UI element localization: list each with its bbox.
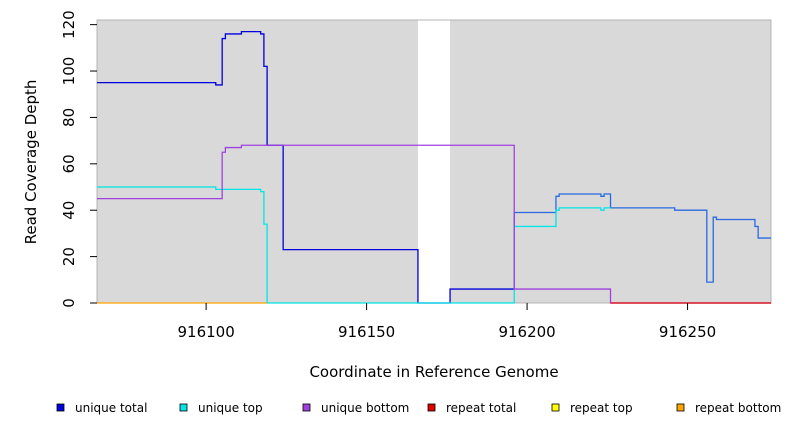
legend-swatch: [179, 403, 188, 412]
y-axis: 0 20 40 60 80 100 120: [60, 10, 97, 308]
series-line-unique-total-1: [97, 30, 515, 304]
legend-label: unique top: [198, 401, 263, 415]
legend-label: repeat total: [446, 401, 516, 415]
legend-item-unique-total: unique total: [56, 401, 147, 415]
legend-item-repeat-total: repeat total: [427, 401, 516, 415]
legend-label: repeat top: [570, 401, 633, 415]
series-line-unique-total-2: [513, 193, 771, 290]
legend-swatch: [427, 403, 436, 412]
y-axis-title: Read Coverage Depth: [22, 80, 40, 245]
legend-swatch: [56, 403, 65, 412]
x-axis-title: Coordinate in Reference Genome: [309, 363, 558, 381]
x-tick-label: 916200: [498, 323, 555, 341]
legend-item-unique-bottom: unique bottom: [302, 401, 409, 415]
y-tick-label: 20: [60, 247, 78, 266]
legend-swatch: [551, 403, 560, 412]
legend: unique total unique top unique bottom repea…: [56, 401, 781, 415]
series-layer: [97, 30, 771, 304]
shaded-region-1: [97, 20, 418, 303]
y-tick-label: 60: [60, 154, 78, 173]
legend-label: repeat bottom: [695, 401, 781, 415]
legend-swatch: [302, 403, 311, 412]
x-axis: 916100 916150 916200 916250: [177, 303, 716, 341]
x-tick-label: 916250: [659, 323, 716, 341]
legend-swatch: [676, 403, 685, 412]
legend-item-repeat-top: repeat top: [551, 401, 633, 415]
legend-label: unique bottom: [321, 401, 409, 415]
y-tick-label: 120: [60, 10, 78, 39]
x-tick-label: 916100: [177, 323, 234, 341]
legend-item-repeat-bottom: repeat bottom: [676, 401, 781, 415]
x-tick-label: 916150: [338, 323, 395, 341]
y-tick-label: 80: [60, 108, 78, 127]
series-line-unique-bottom-4: [97, 144, 771, 304]
legend-item-unique-top: unique top: [179, 401, 263, 415]
shaded-region-2: [450, 20, 771, 303]
legend-label: unique total: [75, 401, 147, 415]
y-tick-label: 40: [60, 201, 78, 220]
y-tick-label: 100: [60, 57, 78, 86]
y-tick-label: 0: [60, 298, 78, 308]
shaded-regions: [97, 20, 771, 303]
